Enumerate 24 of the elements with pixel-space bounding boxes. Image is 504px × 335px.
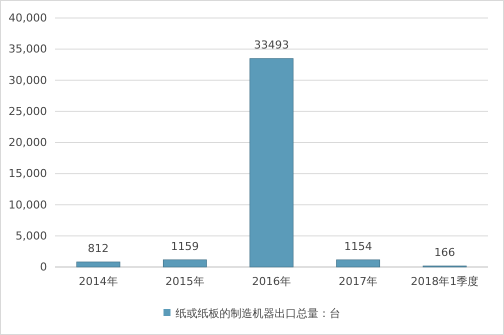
data-label: 1154 [344, 240, 372, 253]
x-tick-label: 2016年 [252, 274, 291, 288]
y-tick-label: 35,000 [8, 42, 47, 56]
x-tick-label: 2015年 [165, 274, 204, 288]
bar [336, 260, 380, 268]
y-tick-label: 30,000 [8, 74, 47, 87]
x-tick-label: 2018年1季度 [410, 274, 479, 288]
data-label: 1159 [170, 240, 199, 253]
bar [250, 58, 294, 268]
data-label: 33493 [254, 38, 289, 52]
y-tick-label: 20,000 [8, 136, 47, 150]
y-tick-label: 5,000 [16, 229, 47, 242]
x-tick-label: 2014年 [78, 274, 118, 288]
y-tick-label: 40,000 [8, 12, 47, 25]
y-tick-label: 15,000 [8, 167, 47, 180]
bar [76, 262, 120, 268]
y-tick-label: 25,000 [8, 104, 47, 118]
data-label: 812 [88, 242, 109, 255]
bar [162, 259, 207, 268]
y-tick-label: 0 [40, 260, 47, 274]
data-label: 166 [434, 246, 456, 259]
x-tick-label: 2017年 [338, 274, 378, 288]
y-tick-label: 10,000 [8, 198, 47, 212]
legend-label: 纸或纸板的制造机器出口总量：台 [176, 307, 340, 320]
